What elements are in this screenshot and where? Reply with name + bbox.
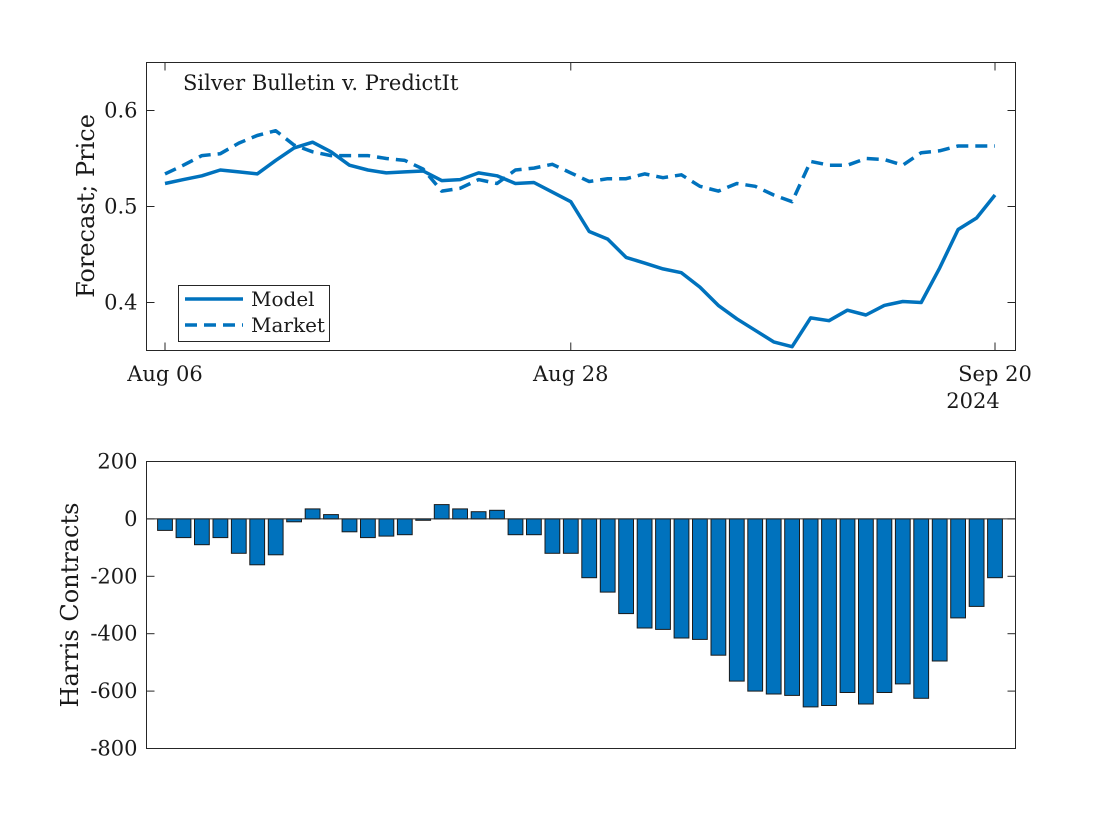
contract-bar [581, 518, 598, 579]
contract-bar [470, 511, 487, 520]
contract-bar [692, 518, 708, 640]
contract-bar [452, 508, 469, 520]
legend-box [178, 285, 330, 342]
contract-bar [987, 518, 1003, 579]
legend-label-model: Model [251, 287, 315, 311]
contract-bar [765, 518, 782, 695]
contract-bar [710, 518, 727, 656]
contract-bar [433, 504, 450, 520]
top-y-ticks: 0.4 0.5 0.6 [104, 99, 1016, 315]
bottom-y-ticks: -800 -600 -400 -200 0 200 [90, 450, 1016, 761]
contract-bar [747, 518, 764, 692]
bottom-plot-frame [146, 461, 1016, 749]
bottom-y-tick-label: -600 [90, 679, 137, 703]
forecast-line-panel: Silver Bulletin v. PredictIt Forecast; P… [72, 62, 1032, 413]
contract-bar [821, 518, 837, 707]
top-y-tick-label: 0.6 [104, 99, 137, 123]
contract-bar [913, 518, 930, 699]
contract-bar [267, 518, 284, 556]
top-y-tick-label: 0.5 [104, 195, 137, 219]
top-x-tick-label: Aug 28 [532, 362, 609, 386]
top-x-tick-label: Sep 20 [958, 362, 1032, 386]
top-chart-title: Silver Bulletin v. PredictIt [183, 71, 459, 95]
contract-bar [396, 518, 413, 536]
contracts-bar-panel: Harris Contracts -800 -600 -400 -200 0 200 [56, 450, 1016, 761]
contract-bar [323, 514, 339, 520]
contract-bar [728, 518, 745, 682]
top-y-axis-label: Forecast; Price [72, 114, 100, 298]
contract-bar [673, 518, 690, 639]
contract-bar [194, 518, 210, 546]
contract-bar [839, 518, 856, 694]
legend-label-market: Market [251, 313, 325, 337]
x-axis-year-label: 2024 [946, 389, 999, 413]
forecast-series [164, 128, 997, 349]
contract-bar [636, 518, 653, 629]
contract-bar [858, 518, 874, 705]
contract-bar [489, 509, 505, 520]
contract-bar [655, 518, 671, 630]
legend: Model Market [178, 285, 330, 342]
contract-bar [230, 518, 247, 554]
contract-bar [968, 518, 985, 607]
contract-bar [894, 518, 911, 685]
bottom-y-tick-label: -400 [90, 622, 137, 646]
series-line-market [164, 128, 995, 204]
bottom-y-tick-label: 0 [124, 507, 137, 531]
bottom-y-tick-label: -200 [90, 564, 137, 588]
bottom-y-tick-label: -800 [90, 737, 137, 761]
contract-bar [802, 518, 819, 708]
contract-bar [175, 518, 192, 539]
contract-bar [341, 518, 358, 533]
top-y-tick-label: 0.4 [104, 291, 137, 315]
contract-bar [562, 518, 579, 554]
contract-bar [950, 518, 967, 619]
contract-bar [876, 518, 893, 694]
top-x-tick-label: Aug 06 [126, 362, 203, 386]
contract-bar [526, 518, 542, 536]
contract-bar [212, 518, 229, 539]
bottom-y-tick-label: 200 [97, 450, 137, 474]
bottom-y-axis-label: Harris Contracts [56, 503, 84, 708]
contract-bar [304, 508, 321, 520]
series-line-model [164, 140, 997, 349]
contract-bar [157, 518, 173, 531]
contract-bar [618, 518, 635, 615]
contract-bar [378, 518, 395, 537]
contract-bar [784, 518, 801, 696]
contract-bar [931, 518, 948, 662]
contract-bar [544, 518, 561, 554]
contract-bar [599, 518, 616, 593]
contract-bar [249, 518, 266, 566]
top-x-ticks: Aug 06 Aug 28 Sep 20 [126, 62, 1032, 386]
contract-bars [157, 504, 1003, 708]
contract-bar [360, 518, 376, 539]
contract-bar [507, 518, 524, 536]
